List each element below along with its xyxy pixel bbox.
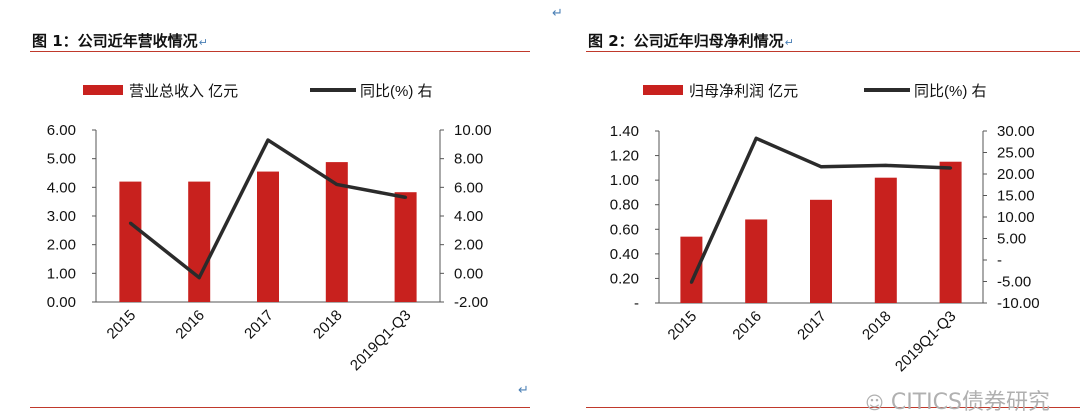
y-left-tick-label: 1.00 bbox=[610, 172, 639, 189]
y-left-tick-label: 5.00 bbox=[47, 151, 76, 168]
yoy-point bbox=[949, 166, 953, 170]
yoy-point bbox=[689, 280, 693, 284]
y-right-tick-label: 20.00 bbox=[997, 166, 1035, 183]
bar bbox=[119, 181, 142, 302]
y-left-tick-label: 1.00 bbox=[47, 265, 76, 282]
figure-1-title-text: 图 1：公司近年营收情况 bbox=[32, 32, 198, 50]
bar bbox=[188, 181, 211, 302]
y-right-tick-label: 5.00 bbox=[997, 231, 1026, 248]
net-profit-chart: 归母净利润 亿元 同比(%) 右 - 0.20 0.40 0.60 0.80 1.00 1.20… bbox=[610, 83, 1040, 375]
bar bbox=[939, 161, 962, 303]
y-right-tick-label: 25.00 bbox=[997, 145, 1035, 162]
x-category-label: 2017 bbox=[241, 307, 277, 343]
y-left-tick-label: 3.00 bbox=[47, 208, 76, 225]
figure-1-end-mark: ↵ bbox=[518, 383, 529, 398]
y-left-tick-label: 0.40 bbox=[610, 246, 639, 263]
y-left-tick-label: - bbox=[634, 295, 639, 312]
yoy-point bbox=[404, 195, 408, 199]
watermark-text: CITICS债券研究 bbox=[890, 390, 1050, 415]
bar bbox=[394, 192, 417, 302]
bar bbox=[680, 236, 703, 303]
figure-1-title: 图 1：公司近年营收情况↵ bbox=[32, 30, 208, 51]
y-right-tick-label: -10.00 bbox=[997, 295, 1040, 312]
y-right-tick-label: 4.00 bbox=[454, 208, 483, 225]
y-left-tick-label: 6.00 bbox=[47, 122, 76, 139]
yoy-point bbox=[197, 276, 201, 280]
x-category-label: 2015 bbox=[665, 308, 701, 344]
figure-1-bottom-rule bbox=[30, 407, 530, 408]
legend-bar-label: 营业总收入 亿元 bbox=[129, 83, 238, 100]
x-category-label: 2019Q1-Q3 bbox=[892, 308, 959, 375]
y-left-tick-label: 0.00 bbox=[47, 294, 76, 311]
watermark: ☺ CITICS债券研究 bbox=[865, 384, 1050, 416]
yoy-point bbox=[266, 138, 270, 142]
x-category-label: 2019Q1-Q3 bbox=[347, 307, 414, 374]
figure-2-title: 图 2：公司近年归母净利情况↵ bbox=[588, 30, 794, 51]
x-category-label: 2018 bbox=[859, 308, 895, 344]
legend-bar-label: 归母净利润 亿元 bbox=[689, 83, 798, 100]
legend-line-label: 同比(%) 右 bbox=[360, 83, 433, 100]
bar bbox=[874, 177, 897, 303]
figure-1-title-mark: ↵ bbox=[198, 36, 208, 49]
yoy-point bbox=[335, 182, 339, 186]
yoy-point bbox=[884, 163, 888, 167]
figure-1: 图 1：公司近年营收情况↵ 营业总收入 亿元 同比(%) 右 0.00 1.00 2.0… bbox=[0, 0, 540, 414]
x-category-label: 2016 bbox=[729, 308, 765, 344]
y-right-tick-label: 10.00 bbox=[997, 209, 1035, 226]
y-right-tick-label: 15.00 bbox=[997, 188, 1035, 205]
paragraph-mark-top: ↵ bbox=[552, 6, 563, 21]
y-right-tick-label: -2.00 bbox=[454, 294, 488, 311]
y-left-tick-label: 4.00 bbox=[47, 179, 76, 196]
yoy-point bbox=[754, 136, 758, 140]
figure-2: 图 2：公司近年归母净利情况↵ 归母净利润 亿元 同比(%) 右 -0.20 0.40… bbox=[550, 0, 1080, 414]
figure-2-title-text: 图 2：公司近年归母净利情况 bbox=[588, 32, 784, 50]
x-category-label: 2018 bbox=[310, 307, 346, 343]
y-left-tick-label: 1.40 bbox=[610, 123, 639, 140]
bar bbox=[325, 162, 348, 302]
x-category-label: 2016 bbox=[172, 307, 208, 343]
figure-2-title-mark: ↵ bbox=[784, 36, 794, 49]
y-right-tick-label: 10.00 bbox=[454, 122, 492, 139]
y-right-tick-label: 8.00 bbox=[454, 151, 483, 168]
x-category-label: 2015 bbox=[104, 307, 140, 343]
y-right-tick-label: - bbox=[997, 252, 1002, 269]
y-left-tick-label: 1.20 bbox=[610, 148, 639, 165]
revenue-chart: 营业总收入 亿元 同比(%) 右 0.00 1.00 2.00 3.00 4.00 5.00 6… bbox=[47, 83, 492, 374]
y-left-tick-label: 0.60 bbox=[610, 221, 639, 238]
legend-line-label: 同比(%) 右 bbox=[914, 83, 987, 100]
bar bbox=[745, 219, 768, 303]
legend-bar-swatch bbox=[643, 85, 683, 95]
y-left-tick-label: 2.00 bbox=[47, 237, 76, 254]
figure-1-top-rule bbox=[30, 51, 530, 52]
x-category-label: 2017 bbox=[794, 308, 830, 344]
yoy-point bbox=[819, 165, 823, 169]
y-left-tick-label: 0.20 bbox=[610, 270, 639, 287]
yoy-point bbox=[128, 221, 132, 225]
y-right-tick-label: 6.00 bbox=[454, 179, 483, 196]
y-right-tick-label: -5.00 bbox=[997, 274, 1031, 291]
y-left-tick-label: 0.80 bbox=[610, 197, 639, 214]
watermark-icon: ☺ bbox=[865, 393, 884, 414]
figure-2-bottom-rule bbox=[586, 407, 1080, 408]
y-right-tick-label: 2.00 bbox=[454, 237, 483, 254]
bar bbox=[810, 199, 832, 303]
y-right-tick-label: 0.00 bbox=[454, 265, 483, 282]
y-right-tick-label: 30.00 bbox=[997, 123, 1035, 140]
legend-bar-swatch bbox=[83, 85, 123, 95]
figure-2-top-rule bbox=[586, 51, 1080, 52]
bar bbox=[257, 171, 279, 302]
